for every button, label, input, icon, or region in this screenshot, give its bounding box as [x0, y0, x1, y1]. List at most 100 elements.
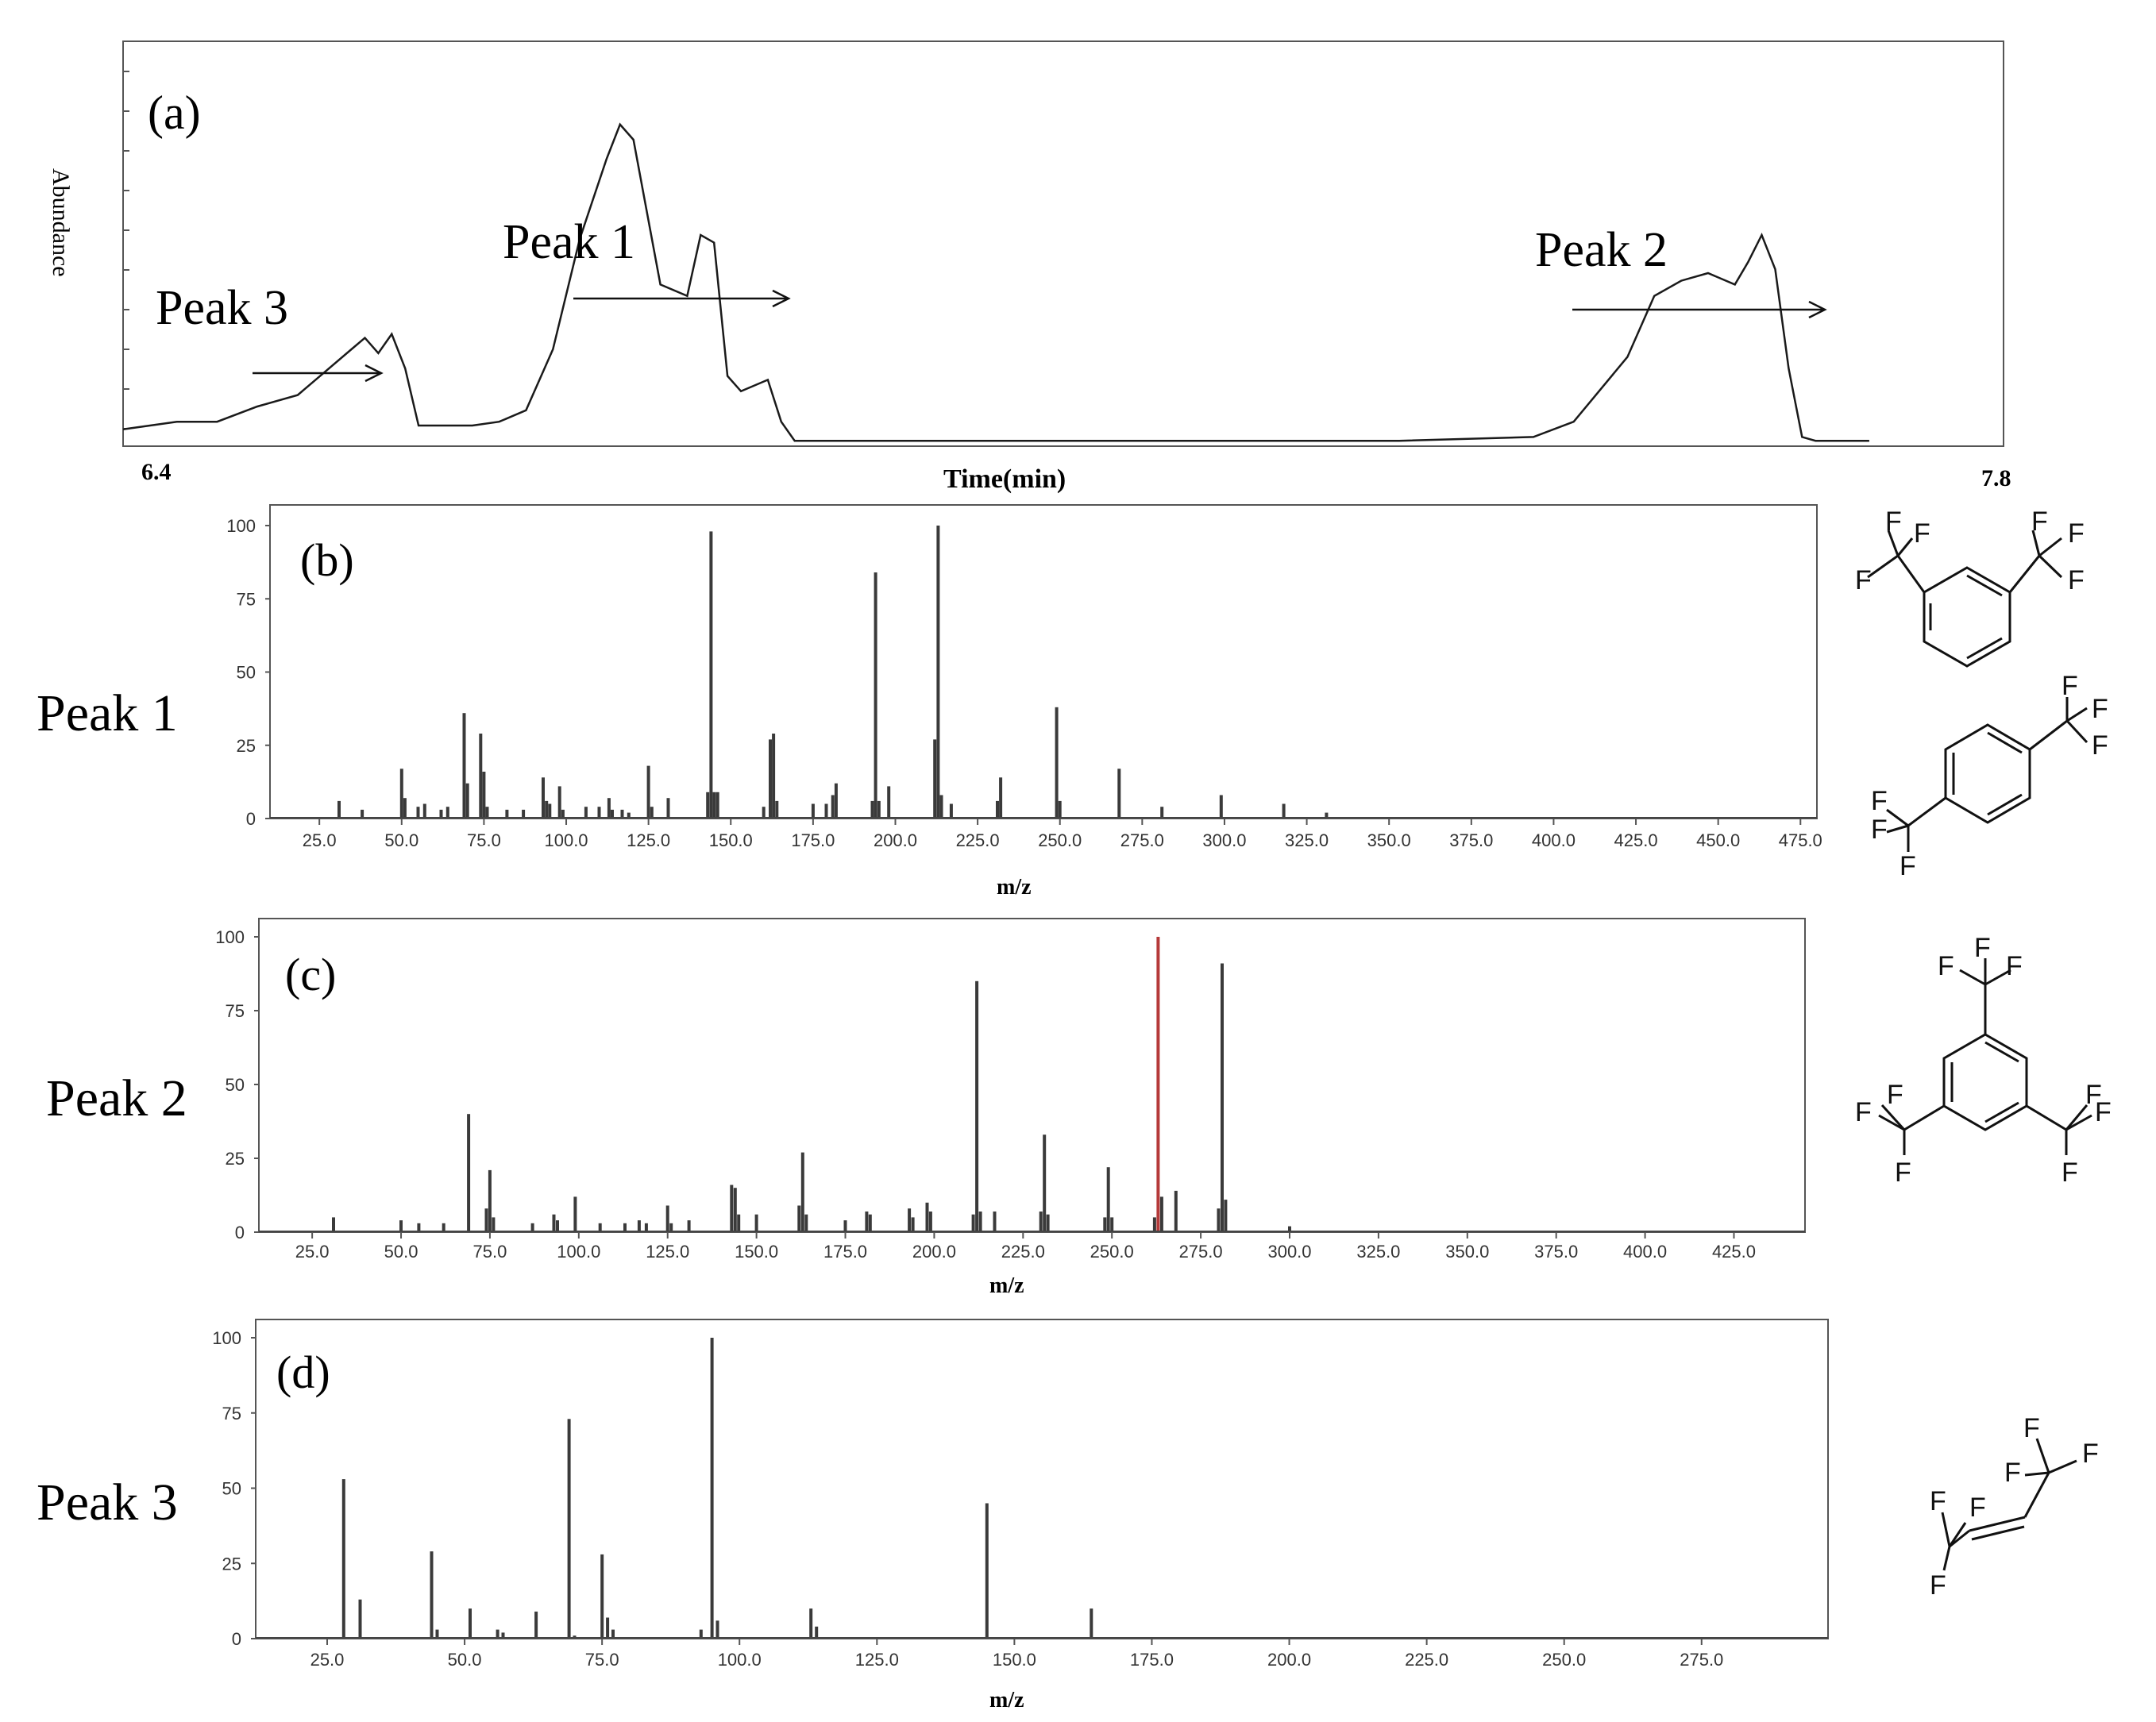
spectrum-peak-bar	[484, 1208, 488, 1232]
x-tick-label: 400.0	[1623, 1242, 1667, 1262]
spectrum-peak-bar	[646, 765, 650, 819]
y-tick-label: 0	[246, 809, 256, 829]
y-tick-label: 75	[222, 1404, 241, 1423]
x-tick-label: 325.0	[1285, 830, 1329, 850]
spectrum-peak-bar	[936, 526, 940, 819]
fluorine-label: F	[1871, 786, 1888, 816]
spectrum-peak-bar	[422, 803, 426, 819]
y-tick-label: 75	[226, 1001, 245, 1021]
spectrum-peak-bar	[637, 1220, 641, 1232]
x-tick-label: 75.0	[473, 1242, 507, 1262]
x-tick-label: 25.0	[295, 1242, 330, 1262]
spectrum-peak-bar	[1219, 795, 1223, 819]
spectrum-peak-bar	[706, 792, 710, 819]
spectrum-bars	[270, 526, 1817, 819]
spectrum-peak-bar	[1090, 1608, 1093, 1639]
spectrum-peak-bar	[811, 803, 815, 819]
spectrum-peak-bar	[971, 1214, 975, 1232]
y-tick-label: 50	[222, 1479, 241, 1499]
fluorine-label: F	[1974, 933, 1991, 963]
spectrum-peak-bar	[644, 1223, 648, 1232]
spectrum-peak-bar	[715, 1620, 719, 1639]
spectrum-peak-bar	[870, 800, 874, 819]
spectrum-peak-bar	[933, 739, 937, 819]
fluorine-label: F	[1900, 851, 1916, 881]
spectrum-peak-bar	[985, 1503, 989, 1639]
spectrum-peak-bar	[567, 1419, 571, 1639]
fluorine-label: F	[2068, 565, 2085, 595]
spectrum-peak-bar	[843, 1220, 847, 1232]
fluorine-label: F	[1938, 951, 1954, 981]
spectrum-peak-bar	[978, 1212, 982, 1232]
mass-spectrum-peak-1: 25.0 50.0 75.0 100.0 125.0 150.0 175.0 200.0 225…	[37, 504, 1822, 900]
spectrum-peak-bar	[435, 1629, 439, 1639]
y-tick-label: 50	[237, 663, 256, 683]
fluorine-label: F	[2092, 730, 2108, 761]
spectrum-peak-bar	[665, 1205, 669, 1232]
fluorine-label: F	[1930, 1570, 1946, 1601]
spectrum-peak-bar	[1221, 963, 1224, 1232]
x-tick-label: 150.0	[735, 1242, 778, 1262]
x-tick-label: 175.0	[791, 830, 835, 850]
spectrum-peak-bar	[482, 772, 486, 819]
x-tick-label: 25.0	[310, 1650, 345, 1670]
spectrum-peak-bar	[908, 1208, 912, 1232]
x-tick-label: 175.0	[1130, 1650, 1174, 1670]
spectrum-peak-bar	[522, 809, 526, 819]
spectrum-peak-bar	[611, 809, 614, 819]
fluorine-label: F	[1885, 507, 1902, 537]
spectrum-peak-bar	[561, 809, 565, 819]
spectrum-peak-bar	[403, 798, 407, 819]
spectrum-peak-bar	[949, 803, 953, 819]
fluorine-label: F	[2082, 1439, 2099, 1469]
fluorine-label: F	[2006, 951, 2023, 981]
x-tick-label: 100.0	[557, 1242, 600, 1262]
y-tick-label: 75	[237, 589, 256, 609]
peak-2-annotation: Peak 2	[1535, 223, 1668, 277]
spectrum-peak-bar	[996, 800, 999, 819]
spectrum-peak-bar	[600, 1554, 604, 1639]
y-tick-label: 0	[235, 1223, 245, 1242]
x-tick-label: 200.0	[912, 1242, 956, 1262]
peak-1-arrowhead	[772, 289, 791, 308]
fluorine-label: F	[1895, 1158, 1911, 1188]
spectrum-peak-bar	[1160, 807, 1164, 819]
spectrum-peak-bar	[530, 1223, 534, 1232]
row-label-peak-3: Peak 3	[37, 1474, 178, 1531]
panel-label-c: (c)	[285, 949, 336, 1000]
y-tick-label: 100	[212, 1328, 241, 1348]
y-tick-label: 25	[222, 1554, 241, 1574]
spectrum-peak-bar	[469, 1608, 472, 1639]
spectrum-peak-bar	[501, 1632, 505, 1639]
spectrum-peak-bar	[1106, 1167, 1110, 1232]
spectrum-peak-bar	[709, 531, 713, 819]
x-tick-label: 150.0	[993, 1650, 1036, 1670]
spectrum-peak-bar	[341, 1479, 345, 1639]
spectrum-peak-bar	[1224, 1200, 1228, 1232]
structure-meta-bis-trifluoromethylbenzene	[1867, 530, 2063, 668]
x-tick-label: 425.0	[1614, 830, 1658, 850]
fluorine-label: F	[2092, 694, 2108, 724]
x-tick-label: 250.0	[1038, 830, 1082, 850]
spectrum-x-label: m/z	[989, 1688, 1024, 1712]
spectrum-frame	[269, 504, 1818, 819]
chromatogram-y-label: Abundance	[48, 168, 74, 277]
spectrum-peak-bar	[573, 1196, 577, 1232]
chromatogram-x-label: Time(min)	[943, 464, 1066, 494]
x-tick-label: 375.0	[1449, 830, 1493, 850]
spectrum-peak-bar	[337, 800, 341, 819]
mass-spectrum-peak-2: 25.0 50.0 75.0 100.0 125.0 150.0 175.0 200.0 225…	[46, 918, 1806, 1298]
chromatogram-frame	[122, 40, 2004, 447]
fluorine-label: F	[1871, 815, 1888, 845]
y-tick-label: 0	[232, 1629, 241, 1649]
x-tick-label: 50.0	[448, 1650, 482, 1670]
x-tick-label: 300.0	[1202, 830, 1246, 850]
chemical-structures	[1867, 530, 2092, 1571]
x-tick-label: 225.0	[956, 830, 1000, 850]
spectrum-peak-bar	[831, 795, 835, 819]
x-tick-label: 350.0	[1445, 1242, 1489, 1262]
y-tick-label: 50	[226, 1075, 245, 1095]
spectrum-peak-bar	[712, 792, 716, 819]
spectrum-peak-bar	[417, 1223, 421, 1232]
